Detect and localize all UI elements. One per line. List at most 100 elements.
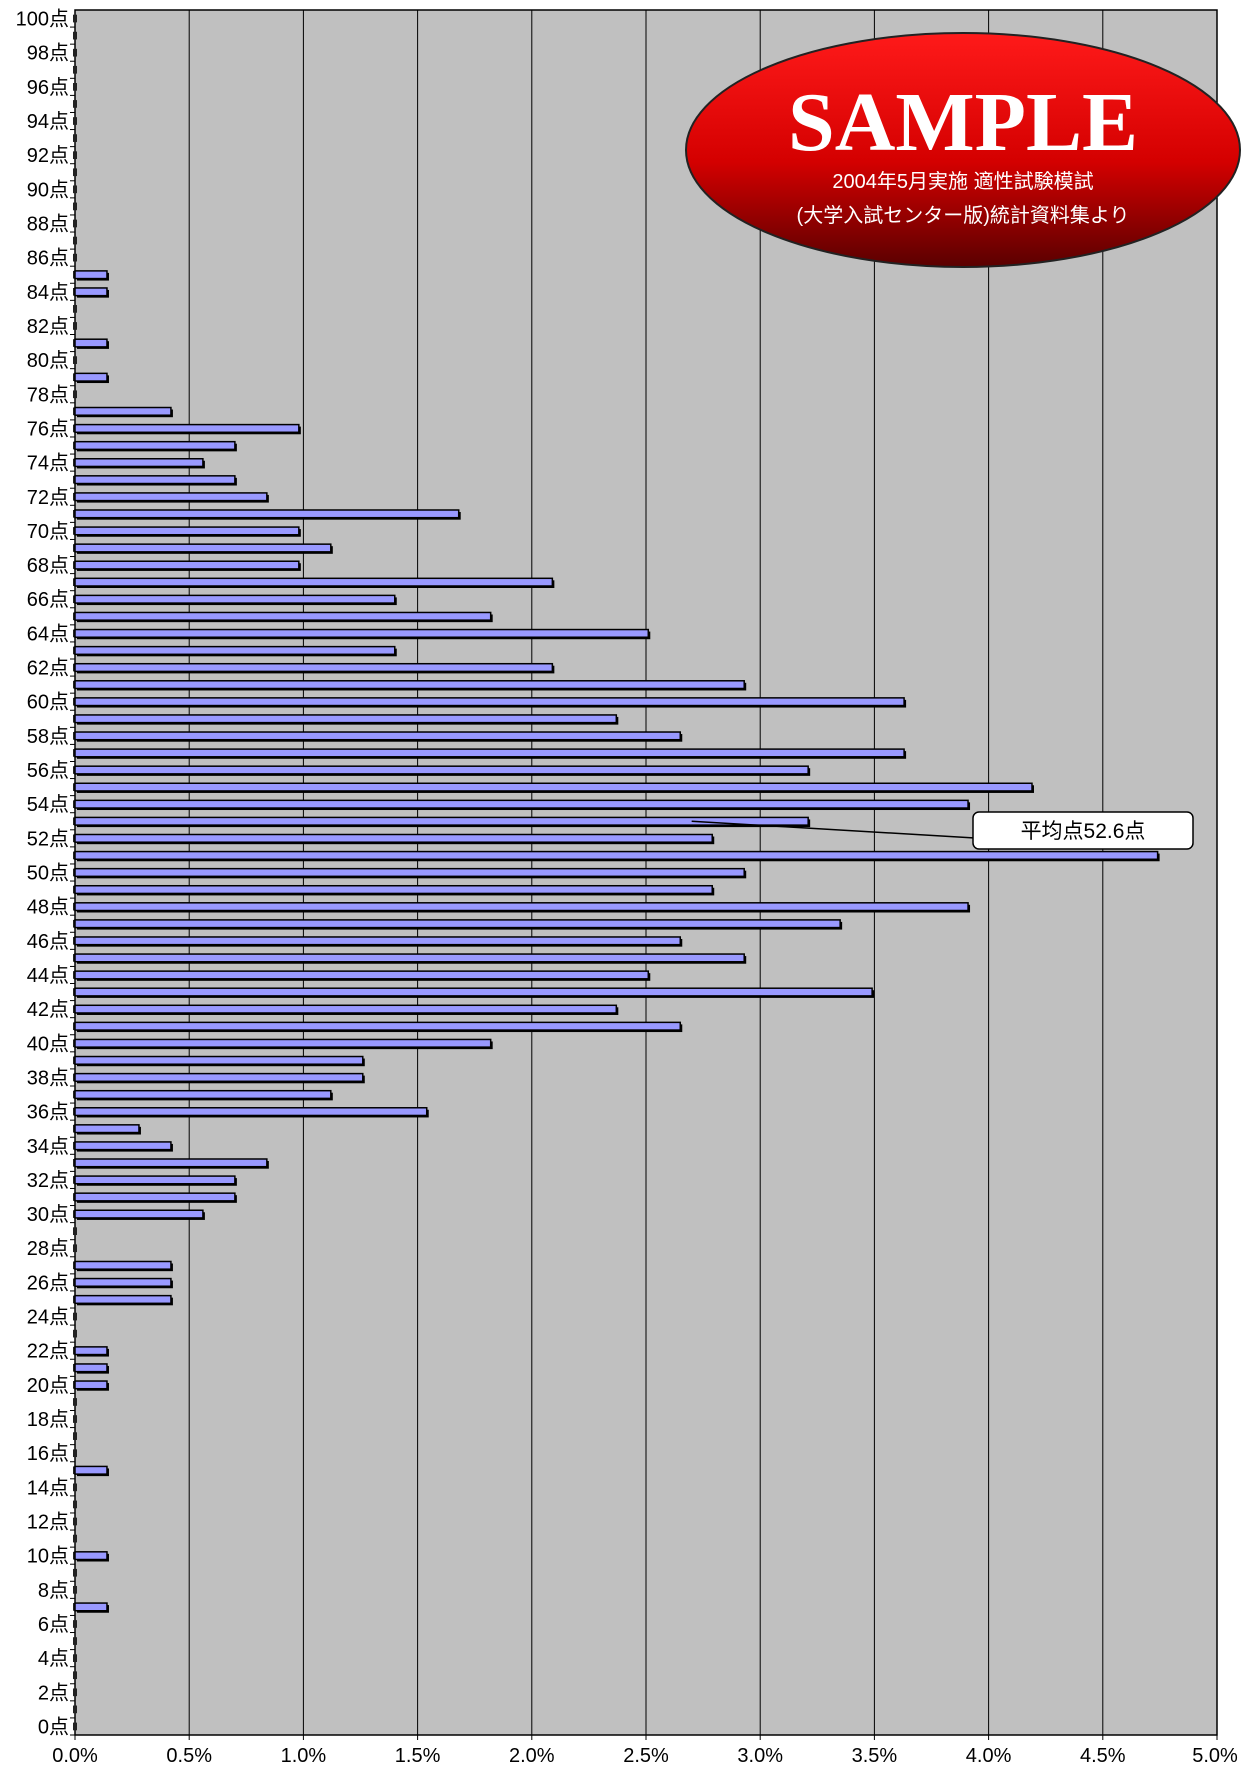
bar: [74, 1072, 364, 1083]
y-tick-label: 8点: [38, 1579, 69, 1602]
bar-axis-stub: [73, 1637, 77, 1645]
bar: [74, 782, 1033, 792]
bar-axis-stub: [73, 236, 77, 245]
bar-axis-stub: [73, 356, 77, 364]
y-tick-label: 24点: [27, 1306, 69, 1329]
y-tick-label: 74点: [27, 452, 69, 475]
bar-axis-stub: [73, 48, 77, 57]
bar-axis-stub: [73, 1329, 77, 1338]
y-tick-label: 2点: [38, 1681, 69, 1704]
mean-callout-label: 平均点52.6点: [1021, 820, 1146, 843]
bar: [74, 1089, 332, 1100]
bar: [74, 833, 713, 843]
bar-axis-stub: [73, 1654, 77, 1662]
bar-axis-stub: [73, 134, 77, 142]
bar: [74, 884, 713, 895]
x-tick-label: 0.0%: [52, 1745, 98, 1767]
bar: [74, 526, 300, 536]
bar: [74, 1107, 428, 1117]
bar: [74, 714, 618, 724]
y-tick-label: 94点: [27, 110, 69, 133]
bar: [74, 902, 969, 912]
y-tick-label: 84点: [27, 281, 69, 304]
mean-callout-pointer: [691, 820, 976, 839]
bar-axis-stub: [73, 151, 77, 160]
y-tick-label: 90点: [27, 178, 69, 201]
bar-axis-stub: [73, 219, 77, 228]
y-tick-label: 80点: [27, 349, 69, 372]
bar: [74, 987, 873, 997]
x-tick-label: 3.0%: [737, 1745, 783, 1767]
bar: [74, 1294, 172, 1305]
bar: [74, 1055, 364, 1065]
bar: [74, 1465, 108, 1475]
y-tick-label: 46点: [27, 930, 69, 953]
bar: [74, 1277, 172, 1287]
y-tick-label: 20点: [27, 1374, 69, 1397]
bar: [74, 765, 809, 775]
bar: [74, 850, 1159, 861]
bar: [74, 287, 108, 297]
y-tick-label: 42点: [27, 998, 69, 1021]
bar: [74, 1602, 108, 1612]
y-tick-label: 36点: [27, 1101, 69, 1124]
bar-axis-stub: [73, 305, 77, 313]
bar-axis-stub: [73, 1568, 77, 1577]
y-tick-label: 32点: [27, 1169, 69, 1192]
y-tick-label: 30点: [27, 1203, 69, 1226]
y-tick-label: 12点: [27, 1511, 69, 1534]
y-tick-label: 48点: [27, 896, 69, 919]
y-tick-label: 22点: [27, 1340, 69, 1363]
y-tick-label: 40点: [27, 1032, 69, 1055]
x-tick-label: 3.5%: [852, 1745, 898, 1767]
bar-axis-stub: [73, 1312, 77, 1321]
y-tick-label: 4点: [38, 1647, 69, 1670]
y-tick-label: 14点: [27, 1476, 69, 1499]
x-tick-label: 2.0%: [509, 1745, 555, 1767]
y-tick-label: 70点: [27, 520, 69, 543]
bar: [74, 1021, 682, 1031]
bar: [74, 406, 172, 416]
bar-axis-stub: [73, 1585, 77, 1594]
y-tick-label: 86点: [27, 247, 69, 270]
bar: [74, 1209, 204, 1219]
stamp-line-1: 2004年5月実施 適性試験模試: [832, 170, 1093, 193]
bar: [74, 440, 236, 451]
bar-axis-stub: [73, 14, 77, 23]
bar-axis-stub: [73, 1500, 77, 1509]
y-tick-label: 52点: [27, 827, 69, 850]
y-tick-label: 56点: [27, 759, 69, 782]
bar-axis-stub: [73, 253, 77, 262]
y-tick-label: 64点: [27, 622, 69, 645]
bar: [74, 680, 745, 690]
bar: [74, 1038, 492, 1048]
bar: [74, 936, 682, 946]
y-tick-label: 10点: [27, 1545, 69, 1568]
bar: [74, 509, 460, 519]
y-tick-label: 92点: [27, 144, 69, 167]
bar-axis-stub: [73, 1620, 77, 1628]
bar: [74, 662, 554, 673]
bar: [74, 731, 682, 741]
bar-axis-stub: [73, 1688, 77, 1697]
bar: [74, 1141, 172, 1151]
stamp-ellipse: [685, 32, 1241, 268]
bar: [74, 748, 905, 758]
bar: [74, 270, 108, 280]
x-tick-label: 0.5%: [166, 1745, 212, 1767]
bar: [74, 953, 745, 963]
bar-axis-stub: [73, 83, 77, 91]
bar-axis-stub: [73, 1432, 77, 1440]
x-tick-label: 2.5%: [623, 1745, 669, 1767]
y-tick-label: 96点: [27, 76, 69, 99]
y-tick-label: 26点: [27, 1271, 69, 1294]
x-tick-label: 1.0%: [281, 1745, 327, 1767]
bar-axis-stub: [73, 1415, 77, 1423]
x-tick-label: 4.0%: [966, 1745, 1012, 1767]
bar: [74, 1346, 108, 1356]
y-tick-label: 66点: [27, 588, 69, 611]
y-tick-label: 44点: [27, 964, 69, 987]
bar: [74, 1175, 236, 1185]
bar: [74, 577, 554, 587]
